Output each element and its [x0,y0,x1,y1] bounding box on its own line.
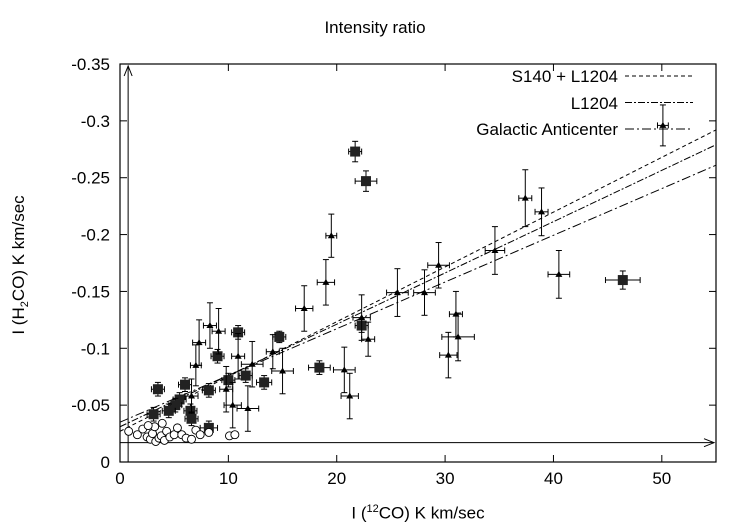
legend-entry-l1204: L1204 [570,93,618,113]
triangle-marker [421,289,429,296]
triangle-marker [435,261,443,268]
legend: S140 + L1204 L1204 Galactic Anticenter [476,64,618,144]
circle-marker [157,418,167,428]
y-axis-label: I (H2CO) K km/sec [8,195,32,335]
x-tick-label: 40 [544,469,563,488]
y-tick-label: -0.15 [71,282,110,301]
triangle-marker [279,367,287,374]
triangle-marker [222,385,230,392]
y-tick-label: -0.3 [81,112,110,131]
square-marker [259,377,270,388]
square-marker [360,176,371,187]
square-marker [274,331,285,342]
square-marker [170,400,181,411]
x-tick-label: 0 [115,469,124,488]
square-marker [212,351,223,362]
square-marker [314,362,325,373]
square-marker [148,409,159,420]
x-tick-label: 50 [652,469,671,488]
square-marker [180,379,191,390]
y-tick-label: -0.35 [71,55,110,74]
legend-entry-galactic-anticenter: Galactic Anticenter [476,120,618,139]
x-tick-label: 10 [219,469,238,488]
triangle-marker [538,208,546,215]
circle-marker [143,421,153,431]
square-marker [185,405,196,416]
fit-lines [119,75,717,432]
axes: 0 10 20 30 40 50 0 -0.05 -0.1 -0.15 -0.2 -0.25 -0.3 -… [71,55,717,488]
triangle-marker [346,392,354,399]
legend-entry-s140-l1204: S140 + L1204 [511,67,618,86]
triangle-marker [192,361,200,368]
square-marker [152,384,163,395]
triangle-marker [322,278,330,285]
fit-line [119,144,717,428]
triangle-marker [393,289,401,296]
plot-frame [119,63,717,463]
triangle-marker [327,232,335,239]
square-marker [240,370,251,381]
circle-marker [195,430,205,440]
triangle-marker [215,327,223,334]
triangle-marker [340,366,348,373]
triangle-marker [195,339,203,346]
x-axis-label: I (12CO) K km/sec [351,503,485,523]
square-marker [163,405,174,416]
circle-marker [230,430,240,440]
y-tick-label: -0.2 [81,226,110,245]
square-marker [174,394,185,405]
square-marker [617,275,628,286]
triangle-marker [234,352,242,359]
circle-marker [204,427,214,437]
square-marker [186,413,197,424]
y-tick-label: -0.05 [71,396,110,415]
circle-marker [172,423,182,433]
triangle-marker [188,392,196,399]
x-tick-label: 30 [436,469,455,488]
y-tick-label: 0 [101,453,110,472]
fit-line [119,164,717,423]
chart-title: Intensity ratio [324,18,426,37]
triangle-marker [364,335,372,342]
circle-marker [187,434,196,444]
triangle-marker [248,360,256,367]
y-tick-label: -0.1 [81,339,110,358]
triangle-marker [659,121,667,128]
triangle-marker [269,348,277,355]
square-marker [203,385,214,396]
triangle-marker [206,322,214,329]
y-arrowhead [123,64,133,77]
square-marker [223,375,234,386]
x-arrowhead [703,438,716,448]
square-marker [233,327,244,338]
square-marker [350,146,361,157]
square-marker [203,422,214,433]
triangle-marker [300,304,308,311]
triangle-marker [521,194,529,201]
circle-marker [132,430,142,440]
triangle-marker [229,401,237,408]
y-tick-label: -0.25 [71,169,110,188]
triangle-marker [454,333,462,340]
triangle-marker [491,246,499,253]
fit-line [119,129,717,432]
triangle-marker [444,351,452,358]
circle-marker [124,426,134,436]
data-points [124,104,669,446]
triangle-marker [244,405,252,412]
triangle-marker [358,314,366,321]
x-tick-label: 20 [327,469,346,488]
triangle-marker [555,270,563,277]
